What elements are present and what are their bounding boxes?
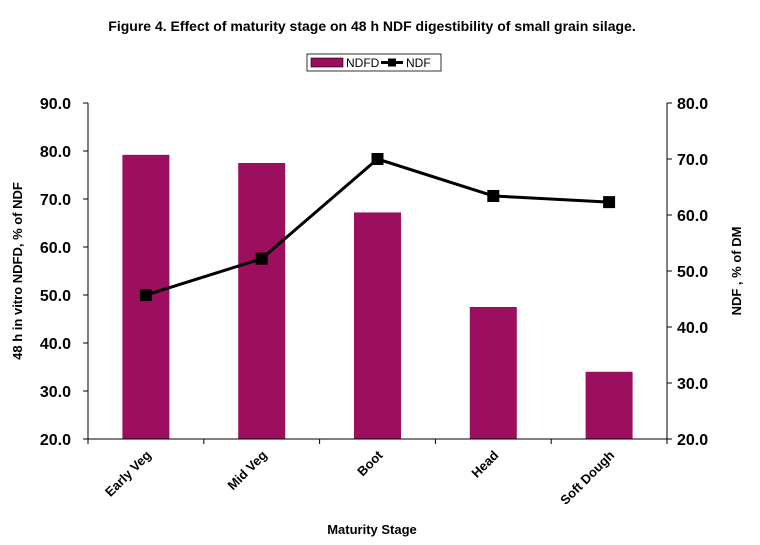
legend-ndfd-swatch xyxy=(310,57,344,68)
right-tick-label: 50.0 xyxy=(677,264,708,281)
left-tick-label: 80.0 xyxy=(40,144,71,161)
right-tick-label: 60.0 xyxy=(677,208,708,225)
x-axis-label: Maturity Stage xyxy=(327,522,417,537)
x-tick-label: Early Veg xyxy=(102,447,154,499)
left-tick-label: 30.0 xyxy=(40,384,71,401)
bar-ndfd-1 xyxy=(238,163,286,439)
left-tick-label: 70.0 xyxy=(40,192,71,209)
y-axis-left-label: 48 h in vitro NDFD, % of NDF xyxy=(10,182,25,360)
right-tick-label: 40.0 xyxy=(677,320,708,337)
ndf-marker-0 xyxy=(139,289,152,302)
x-ticks: Early Veg Mid Veg Boot Head Soft Dough xyxy=(87,439,668,508)
right-tick-label: 30.0 xyxy=(677,376,708,393)
left-tick-label: 90.0 xyxy=(40,96,71,113)
right-tick-label: 80.0 xyxy=(677,96,708,113)
ndf-marker-2 xyxy=(371,153,384,165)
right-tick-label: 70.0 xyxy=(677,152,708,169)
right-tick-label: 20.0 xyxy=(677,432,708,449)
bar-ndfd-4 xyxy=(585,371,633,439)
x-tick-label: Head xyxy=(468,447,501,480)
left-ticks: 20.0 30.0 40.0 50.0 60.0 70.0 80.0 90.0 xyxy=(40,96,88,449)
legend: NDFD NDF xyxy=(306,53,442,72)
left-tick-label: 40.0 xyxy=(40,336,71,353)
ndf-marker-4 xyxy=(603,196,616,209)
chart-title: Figure 4. Effect of maturity stage on 48… xyxy=(108,18,635,34)
x-tick-label: Boot xyxy=(354,447,386,479)
ndf-marker-3 xyxy=(487,189,500,202)
legend-ndfd-label: NDFD xyxy=(346,56,380,70)
ndf-line-group xyxy=(139,153,616,302)
y-axis-right-label: NDF , % of DM xyxy=(729,227,744,316)
legend-ndf-label: NDF xyxy=(406,56,431,70)
ndf-marker-1 xyxy=(255,252,268,265)
left-tick-label: 60.0 xyxy=(40,240,71,257)
x-tick-label: Soft Dough xyxy=(557,447,617,507)
left-tick-label: 50.0 xyxy=(40,288,71,305)
bar-ndfd-3 xyxy=(469,307,517,439)
right-ticks: 20.0 30.0 40.0 50.0 60.0 70.0 80.0 xyxy=(667,96,708,449)
left-tick-label: 20.0 xyxy=(40,432,71,449)
x-tick-label: Mid Veg xyxy=(224,447,269,492)
bars-group xyxy=(122,154,633,439)
bar-ndfd-2 xyxy=(354,212,401,439)
legend-ndf-marker xyxy=(388,58,396,67)
